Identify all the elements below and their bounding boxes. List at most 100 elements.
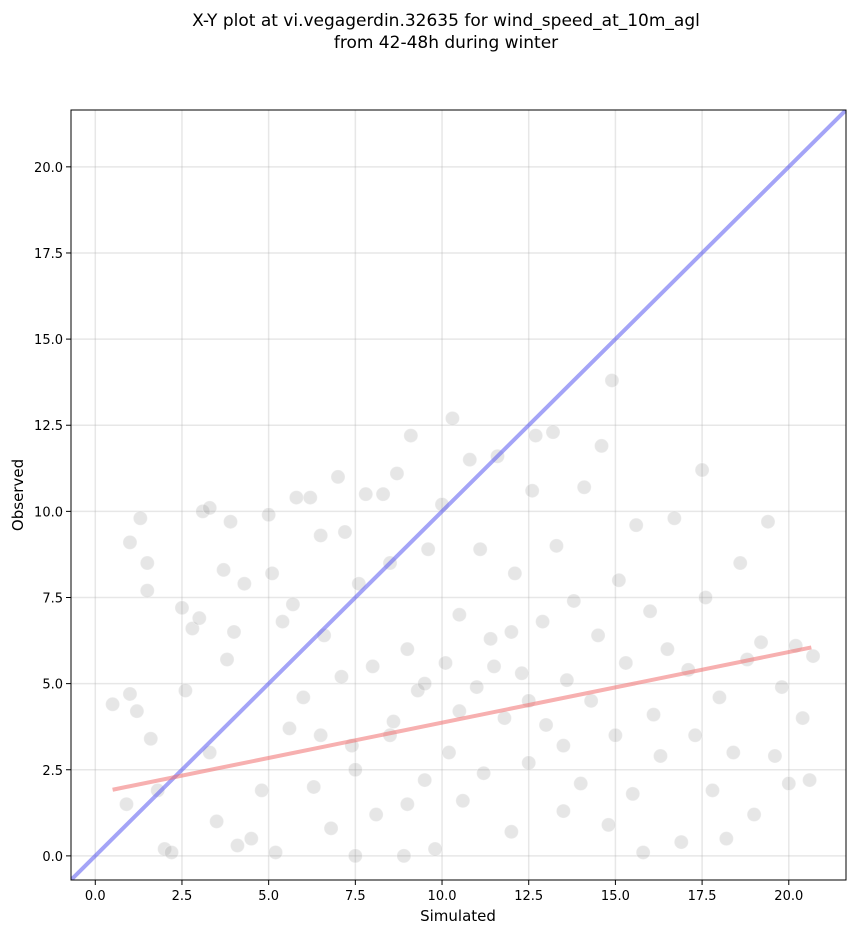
- point: [646, 707, 662, 723]
- point: [507, 565, 523, 581]
- point: [174, 600, 190, 616]
- point: [441, 745, 457, 761]
- point: [767, 748, 783, 764]
- point: [122, 534, 138, 550]
- x-tick-label: 7.5: [345, 889, 366, 904]
- point: [576, 479, 592, 495]
- point: [753, 634, 769, 650]
- y-tick-label: 17.5: [34, 247, 63, 262]
- point: [399, 796, 415, 812]
- point: [129, 703, 145, 719]
- point: [410, 683, 426, 699]
- point: [219, 652, 235, 668]
- point: [164, 844, 180, 860]
- point: [600, 817, 616, 833]
- point: [472, 541, 488, 557]
- x-tick-label: 5.0: [258, 889, 279, 904]
- point: [628, 517, 644, 533]
- point: [732, 555, 748, 571]
- point: [216, 562, 232, 578]
- point: [264, 565, 280, 581]
- point: [229, 838, 245, 854]
- point: [476, 765, 492, 781]
- point: [313, 727, 329, 743]
- point: [583, 693, 599, 709]
- chart-title: from 42-48h during winter: [334, 33, 558, 53]
- y-tick-label: 10.0: [34, 505, 63, 520]
- point: [642, 603, 658, 619]
- x-tick-label: 10.0: [428, 889, 457, 904]
- point: [254, 782, 270, 798]
- point: [455, 793, 471, 809]
- x-axis-label: Simulated: [420, 907, 496, 925]
- point: [535, 614, 551, 630]
- point: [795, 710, 811, 726]
- point: [347, 762, 363, 778]
- point: [698, 589, 714, 605]
- plot-frame: [70, 109, 847, 881]
- point: [718, 831, 734, 847]
- point: [139, 583, 155, 599]
- point: [573, 776, 589, 792]
- fit-line: [112, 645, 812, 792]
- point: [652, 748, 668, 764]
- point: [521, 755, 537, 771]
- point: [143, 731, 159, 747]
- point: [486, 658, 502, 674]
- point: [451, 607, 467, 623]
- point: [389, 465, 405, 481]
- point: [673, 834, 689, 850]
- point: [483, 631, 499, 647]
- point: [618, 655, 634, 671]
- point: [625, 786, 641, 802]
- y-tick-label: 5.0: [42, 678, 63, 693]
- point: [548, 538, 564, 554]
- point: [590, 627, 606, 643]
- x-tick-label: 17.5: [688, 889, 717, 904]
- point: [503, 824, 519, 840]
- y-tick-label: 20.0: [34, 161, 63, 176]
- fit-line: [71, 110, 846, 880]
- point: [802, 772, 818, 788]
- x-tick-label: 0.0: [85, 889, 106, 904]
- point: [420, 541, 436, 557]
- y-axis-label: Observed: [9, 459, 27, 531]
- point: [659, 641, 675, 657]
- point: [302, 490, 318, 506]
- x-tick-label: 20.0: [774, 889, 803, 904]
- point: [427, 841, 443, 857]
- point: [368, 807, 384, 823]
- y-tick-label: 0.0: [42, 850, 63, 865]
- point: [347, 848, 363, 864]
- point: [437, 655, 453, 671]
- y-tick-label: 2.5: [42, 764, 63, 779]
- point: [611, 572, 627, 588]
- point: [157, 841, 173, 857]
- x-tick-label: 15.0: [601, 889, 630, 904]
- point: [417, 772, 433, 788]
- point: [687, 727, 703, 743]
- point: [559, 672, 575, 688]
- point: [781, 776, 797, 792]
- point: [139, 555, 155, 571]
- point: [403, 428, 419, 444]
- point: [514, 665, 530, 681]
- point: [243, 831, 259, 847]
- point: [725, 745, 741, 761]
- point: [566, 593, 582, 609]
- chart-title: X-Y plot at vi.vegagerdin.32635 for wind…: [192, 11, 700, 31]
- point: [337, 524, 353, 540]
- point: [236, 576, 252, 592]
- y-tick-label: 12.5: [34, 419, 63, 434]
- y-tick-label: 15.0: [34, 333, 63, 348]
- point: [365, 658, 381, 674]
- point: [223, 514, 239, 530]
- point: [150, 782, 166, 798]
- point: [538, 717, 554, 733]
- point: [385, 714, 401, 730]
- point: [711, 689, 727, 705]
- point: [805, 648, 821, 664]
- point: [604, 372, 620, 388]
- point: [635, 844, 651, 860]
- point: [313, 527, 329, 543]
